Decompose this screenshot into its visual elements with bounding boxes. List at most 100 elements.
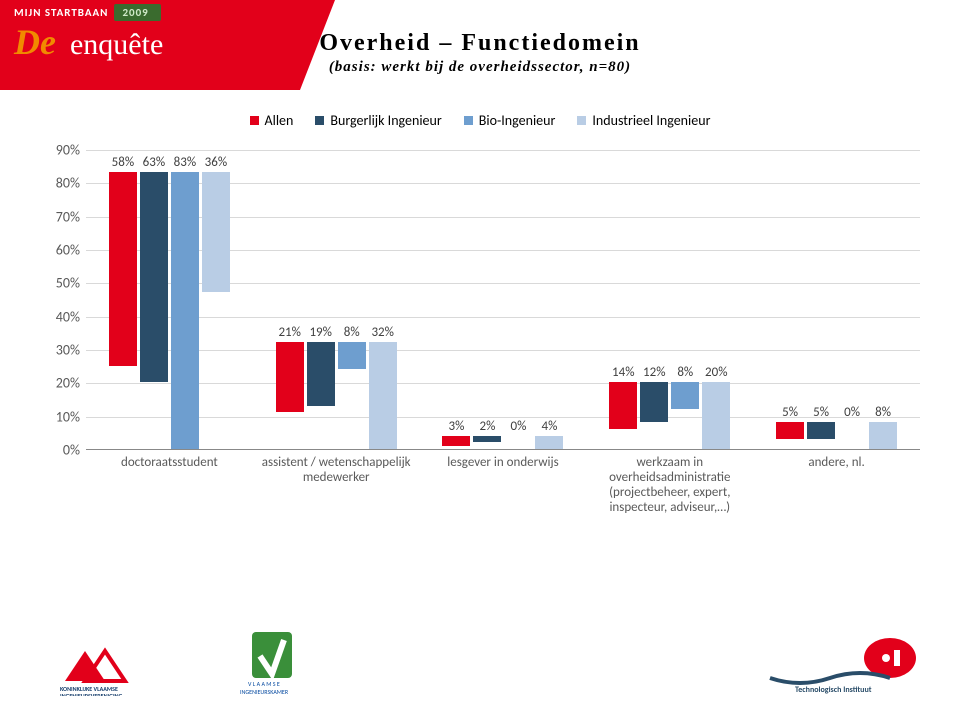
bar-wrap: 21% (276, 325, 304, 449)
y-axis-label: 30% (40, 342, 80, 359)
bar-wrap: 63% (140, 155, 168, 449)
bar (109, 172, 137, 365)
bar (609, 382, 637, 429)
legend-swatch (250, 116, 259, 125)
bar-cluster: 14% 12% 8% 20% (586, 365, 753, 449)
legend-label: Bio-Ingenieur (479, 112, 556, 129)
bar-wrap: 5% (807, 405, 835, 449)
category-label: doctoraatsstudent (86, 456, 253, 471)
bar-wrap: 0% (838, 405, 866, 449)
title-block: Overheid – Functiedomein (basis: werkt b… (0, 30, 960, 76)
bar-wrap: 12% (640, 365, 668, 449)
legend-swatch (464, 116, 473, 125)
legend-swatch (577, 116, 586, 125)
bar-value-label: 58% (112, 155, 134, 170)
bar-value-label: 2% (480, 419, 496, 434)
bar-wrap: 8% (338, 325, 366, 449)
category-label: andere, nl. (753, 456, 920, 471)
bar-value-label: 8% (677, 365, 693, 380)
bar-cluster: 58% 63% 83% 36% (86, 155, 253, 449)
logo-kviv: KONINKLIJKE VLAAMSE INGENIEURSVERENIGING (60, 636, 220, 696)
legend-label: Allen (265, 112, 294, 129)
bar-value-label: 3% (449, 419, 465, 434)
bar-wrap: 4% (535, 419, 563, 449)
bar-value-label: 4% (542, 419, 558, 434)
bar (640, 382, 668, 422)
bar-wrap: 19% (307, 325, 335, 449)
bar (442, 436, 470, 446)
gridline (86, 150, 920, 151)
bar (807, 422, 835, 439)
bar (776, 422, 804, 439)
bar-wrap: 0% (504, 419, 532, 449)
bar-value-label: 5% (782, 405, 798, 420)
bar (869, 422, 897, 449)
bar-value-label: 32% (371, 325, 393, 340)
bar-value-label: 36% (205, 155, 227, 170)
legend-label: Industrieel Ingenieur (592, 112, 710, 129)
bar-wrap: 5% (776, 405, 804, 449)
chart-title: Overheid – Functiedomein (0, 30, 960, 57)
bar (535, 436, 563, 449)
y-axis-label: 0% (40, 442, 80, 459)
y-axis-label: 70% (40, 208, 80, 225)
bar (671, 382, 699, 409)
y-axis-label: 10% (40, 408, 80, 425)
bar-value-label: 63% (143, 155, 165, 170)
bar (276, 342, 304, 412)
plot-area: 58%63%83%36%doctoraatsstudent21%19%8%32%… (86, 150, 920, 450)
legend-item: Allen (250, 112, 294, 129)
y-axis-label: 80% (40, 175, 80, 192)
bar-value-label: 19% (309, 325, 331, 340)
svg-text:INGENIEURSKAMER: INGENIEURSKAMER (240, 688, 289, 696)
category-label: lesgever in onderwijs (420, 456, 587, 471)
bar-wrap: 8% (671, 365, 699, 449)
logo-ti: Technologisch Instituut (740, 636, 920, 696)
bar (202, 172, 230, 292)
bar-wrap: 32% (369, 325, 397, 449)
bar-value-label: 0% (844, 405, 860, 420)
header-year-badge: 2009 (114, 4, 160, 21)
bar-wrap: 14% (609, 365, 637, 449)
bar-value-label: 0% (511, 419, 527, 434)
bar-cluster: 3% 2% 0% 4% (420, 419, 587, 449)
legend-label: Burgerlijk Ingenieur (330, 112, 441, 129)
bar (473, 436, 501, 443)
bar (369, 342, 397, 449)
chart-subtitle: (basis: werkt bij de overheidssector, n=… (0, 59, 960, 76)
legend-item: Bio-Ingenieur (464, 112, 556, 129)
bar-wrap: 8% (869, 405, 897, 449)
bar (140, 172, 168, 382)
bar-value-label: 8% (344, 325, 360, 340)
bar-value-label: 83% (174, 155, 196, 170)
bar (171, 172, 199, 449)
y-axis-label: 20% (40, 375, 80, 392)
bar-value-label: 5% (813, 405, 829, 420)
legend-item: Industrieel Ingenieur (577, 112, 710, 129)
svg-text:V L A A M S E: V L A A M S E (248, 680, 280, 688)
y-axis-label: 50% (40, 275, 80, 292)
bar (307, 342, 335, 405)
y-axis-label: 60% (40, 242, 80, 259)
y-axis-label: 40% (40, 308, 80, 325)
logo-vik: V L A A M S E INGENIEURSKAMER (240, 626, 320, 696)
bar (702, 382, 730, 449)
bar-value-label: 20% (705, 365, 727, 380)
svg-text:INGENIEURSVERENIGING: INGENIEURSVERENIGING (60, 692, 122, 696)
bar-wrap: 20% (702, 365, 730, 449)
bar-value-label: 21% (278, 325, 300, 340)
legend-item: Burgerlijk Ingenieur (315, 112, 441, 129)
svg-text:Technologisch Instituut: Technologisch Instituut (795, 685, 872, 695)
category-label: assistent / wetenschappelijk medewerker (253, 456, 420, 486)
header-topline: MIJN STARTBAAN (14, 6, 108, 19)
bar-value-label: 14% (612, 365, 634, 380)
bar-value-label: 12% (643, 365, 665, 380)
y-axis-label: 90% (40, 142, 80, 159)
bar-cluster: 5% 5% 0% 8% (753, 405, 920, 449)
bar-wrap: 58% (109, 155, 137, 449)
bar-wrap: 2% (473, 419, 501, 449)
bar (338, 342, 366, 369)
bar-value-label: 8% (875, 405, 891, 420)
category-label: werkzaam in overheidsadministratie (proj… (586, 456, 753, 516)
bar-wrap: 3% (442, 419, 470, 449)
